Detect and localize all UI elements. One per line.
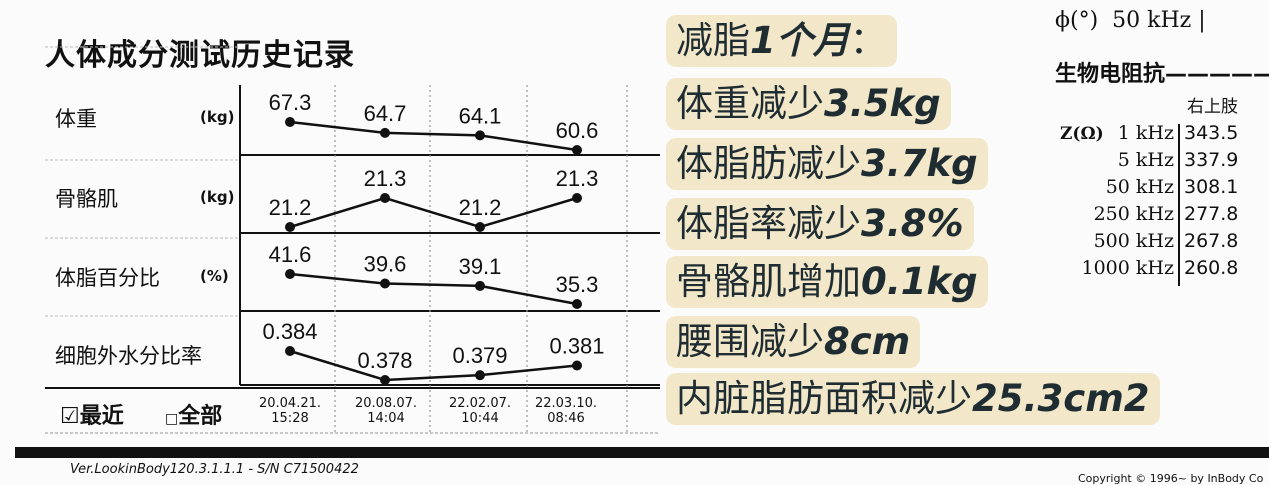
- data-label: 64.7: [364, 101, 407, 126]
- data-point: [475, 222, 485, 232]
- data-label: 35.3: [556, 272, 599, 297]
- data-point: [380, 127, 390, 138]
- data-point: [475, 370, 485, 381]
- checkbox-checked-icon[interactable]: ☑: [60, 404, 80, 429]
- row-label-weight: 体重: [55, 107, 97, 131]
- series-line-0: [289, 120, 578, 152]
- filter-all[interactable]: □全部: [165, 404, 223, 429]
- data-point: [285, 117, 295, 127]
- summary-line-3: 体脂率减少3.8%: [666, 198, 974, 250]
- version-text: Ver.LookinBody120.3.1.1.1 - S/N C7150042…: [70, 462, 359, 477]
- data-label: 21.2: [269, 195, 312, 220]
- data-point: [572, 193, 582, 203]
- impedance-title: 生物电阻抗——————: [1055, 62, 1269, 87]
- date-0: 20.04.21. 15:28: [258, 396, 322, 426]
- series-line-3: [289, 349, 578, 382]
- data-point: [572, 145, 582, 155]
- divider-bar: [15, 447, 1269, 458]
- data-label: 0.378: [357, 348, 412, 373]
- data-label: 64.1: [459, 103, 502, 128]
- phase-angle: ϕ(°) 50 kHz |: [1055, 8, 1206, 33]
- row-unit-weight: (kg): [200, 108, 235, 126]
- row-label-ecw: 细胞外水分比率: [55, 344, 202, 368]
- data-label: 60.6: [556, 118, 599, 143]
- data-point: [572, 299, 582, 309]
- date-2: 22.02.07. 10:44: [448, 396, 512, 426]
- data-label: 67.3: [269, 90, 312, 115]
- data-point: [285, 222, 295, 232]
- data-label: 21.3: [364, 166, 407, 191]
- data-point: [475, 130, 485, 141]
- row-label-fat-pct: 体脂百分比: [55, 266, 160, 290]
- summary-line-1: 体重减少3.5kg: [666, 78, 951, 130]
- data-label: 21.3: [556, 166, 599, 191]
- date-1: 20.08.07. 14:04: [354, 396, 418, 426]
- data-label: 39.1: [459, 254, 502, 279]
- data-point: [380, 375, 390, 385]
- date-3: 22.03.10. 08:46: [534, 396, 598, 426]
- series-line-2: [289, 272, 578, 306]
- data-point: [285, 269, 295, 279]
- series-line-1: [289, 196, 578, 229]
- summary-line-0: 减脂1个月：: [666, 15, 897, 67]
- row-unit-muscle: (kg): [200, 188, 235, 206]
- data-point: [572, 360, 582, 371]
- chart-grid: [45, 46, 660, 434]
- summary-line-4: 骨骼肌增加0.1kg: [666, 256, 988, 308]
- copyright-text: Copyright © 1996~ by InBody Co: [1078, 472, 1264, 485]
- row-unit-fat-pct: (%): [200, 267, 229, 285]
- data-point: [475, 280, 485, 291]
- history-chart: 67.3 64.7 64.1 60.6 21.2 21.3 21.2 21.3 41.6 39.6…: [45, 46, 660, 434]
- data-point: [380, 278, 390, 289]
- data-label: 21.2: [459, 195, 502, 220]
- data-label: 0.384: [262, 319, 317, 344]
- data-point: [285, 346, 295, 356]
- data-label: 0.381: [549, 334, 604, 359]
- data-point: [380, 193, 390, 203]
- impedance-column: 右上肢: [1187, 97, 1238, 117]
- data-label: 41.6: [269, 242, 312, 267]
- checkbox-icon[interactable]: □: [165, 411, 179, 427]
- summary-line-5: 腰围减少8cm: [666, 316, 921, 368]
- z-label: Z(Ω): [1060, 124, 1104, 144]
- data-label: 0.379: [452, 343, 507, 368]
- filter-recent[interactable]: ☑最近: [60, 404, 124, 429]
- row-label-muscle: 骨骼肌: [55, 187, 118, 211]
- page-title: 人体成分测试历史记录: [45, 38, 355, 73]
- summary-line-2: 体脂肪减少3.7kg: [666, 138, 988, 190]
- chart-marks: 67.3 64.7 64.1 60.6 21.2 21.3 21.2 21.3 41.6 39.6…: [262, 90, 605, 385]
- summary-line-6: 内脏脂肪面积减少25.3cm2: [666, 373, 1160, 425]
- data-label: 39.6: [364, 252, 407, 277]
- summary-overlay: 减脂1个月： 体重减少3.5kg 体脂肪减少3.7kg 体脂率减少3.8% 骨骼…: [660, 8, 1260, 433]
